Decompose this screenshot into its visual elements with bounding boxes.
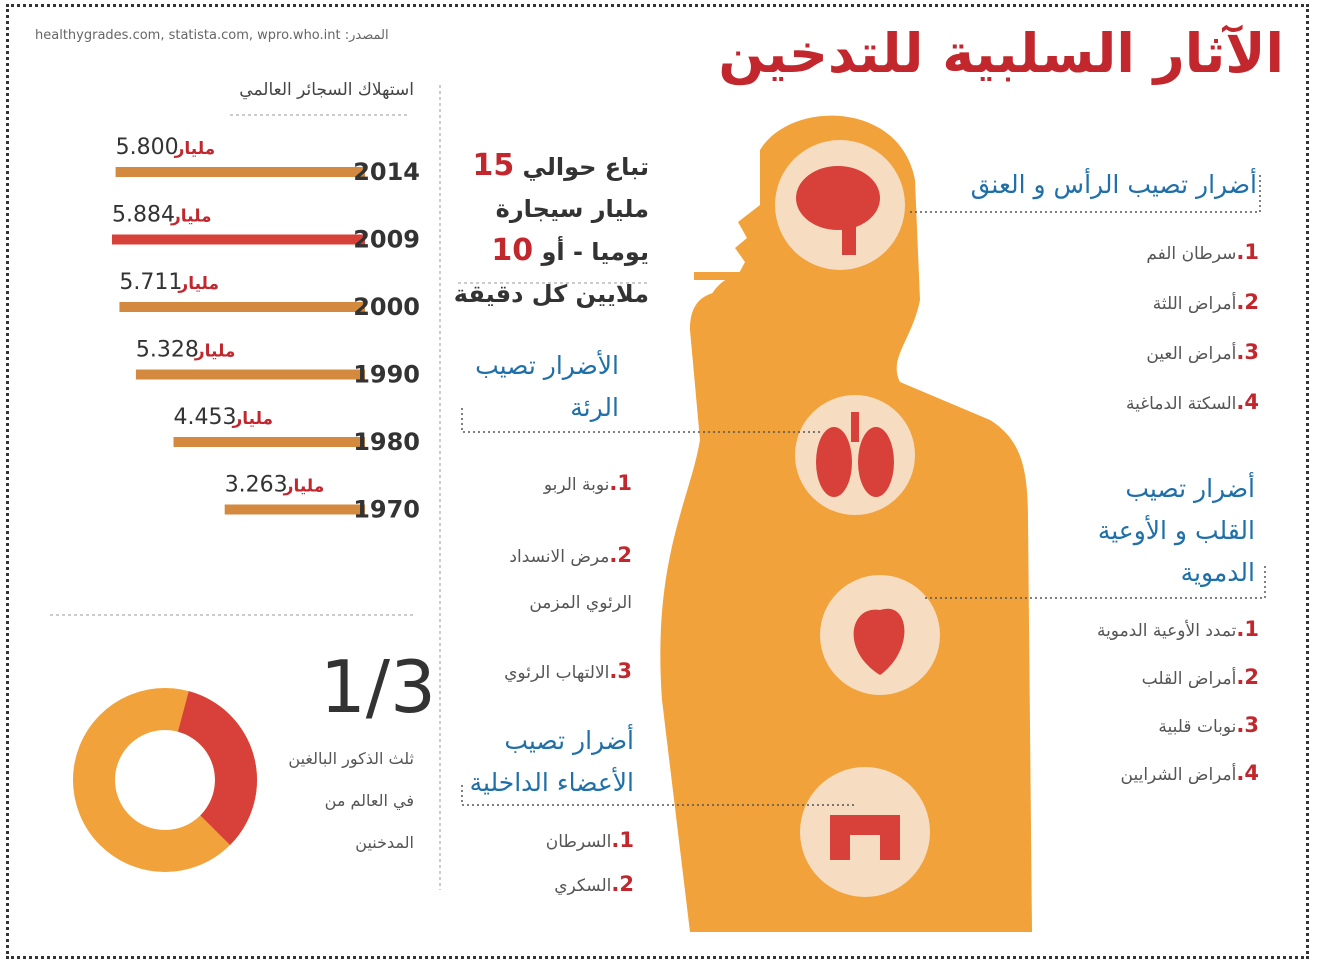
item-text: السكري — [554, 876, 611, 896]
bar — [116, 167, 365, 177]
value-text: 3.263 — [225, 473, 288, 498]
consumption-title: استهلاك السجائر العالمي — [239, 80, 414, 100]
list-item: 2.مرض الانسداد الرئوي المزمن — [482, 532, 632, 626]
item-number: 2. — [1236, 290, 1259, 314]
donut — [94, 691, 257, 851]
list-item: 3.نوبات قلبية — [1158, 713, 1259, 737]
trachea — [851, 412, 859, 442]
value-text: 5.884 — [112, 203, 175, 228]
item-text: أمراض الشرايين — [1121, 765, 1237, 785]
donut-segment — [178, 691, 257, 845]
list-item: 1.نوبة الربو — [482, 460, 632, 508]
item-text: تمدد الأوعية الدموية — [1097, 621, 1236, 641]
list-item: 3.الالتهاب الرئوي — [482, 648, 632, 696]
value-label: مليار5.328 — [136, 338, 236, 363]
value-text: 5.800 — [116, 135, 179, 160]
bar — [225, 505, 365, 515]
list-item: 2.أمراض اللثة — [1153, 290, 1259, 314]
bar — [112, 235, 365, 245]
item-number: 1. — [1236, 617, 1259, 641]
unit-label: مليار — [174, 139, 216, 159]
bar — [119, 302, 365, 312]
item-number: 2. — [1236, 665, 1259, 689]
cigarette — [694, 272, 756, 280]
value-label: مليار3.263 — [225, 473, 325, 498]
section-title: الأضرار تصيب الرئة — [449, 345, 619, 429]
sales-note: تباع حوالي 15 مليار سيجارة يوميا - أو 10… — [449, 145, 649, 315]
item-number: 2. — [611, 872, 634, 896]
unit-label: مليار — [232, 409, 274, 429]
stat-fraction: 1/3 — [320, 645, 436, 729]
lung-right — [858, 427, 894, 497]
year-label: 2000 — [353, 293, 420, 321]
bar — [174, 437, 365, 447]
section-title: أضرار تصيب الرأس و العنق — [937, 164, 1257, 206]
year-label: 2009 — [353, 226, 420, 254]
value-text: 4.453 — [174, 405, 237, 430]
list-item: 1.السرطان — [546, 828, 634, 852]
list-item: 1.سرطان الفم — [1146, 240, 1259, 264]
item-text: نوبات قلبية — [1158, 717, 1236, 737]
source: المصدر: healthygrades.com, statista.com,… — [35, 28, 389, 43]
section-title: أضرار تصيب الأعضاء الداخلية — [444, 720, 634, 804]
consumption-chart: 2014مليار5.8002009مليار5.8842000مليار5.7… — [112, 135, 420, 524]
list-item: 3.أمراض العين — [1146, 340, 1259, 364]
hand — [702, 275, 782, 385]
item-number: 4. — [1236, 761, 1259, 785]
item-text: نوبة الربو — [544, 475, 610, 495]
item-number: 3. — [1236, 340, 1259, 364]
list-item: 1.تمدد الأوعية الدموية — [1097, 617, 1259, 641]
lung-left — [816, 427, 852, 497]
value-label: مليار5.800 — [116, 135, 216, 160]
item-text: السرطان — [546, 832, 612, 852]
item-text: الالتهاب الرئوي — [504, 663, 609, 683]
year-label: 1990 — [353, 361, 420, 389]
page: 2014مليار5.8002009مليار5.8842000مليار5.7… — [0, 0, 1319, 967]
value-text: 5.711 — [119, 270, 182, 295]
item-number: 3. — [609, 659, 632, 683]
stat-text: ثلث الذكور البالغين في العالم من المدخني… — [264, 738, 414, 864]
year-label: 1970 — [353, 496, 420, 524]
list-item: 2.السكري — [554, 872, 634, 896]
item-text: سرطان الفم — [1146, 244, 1236, 264]
note-text: ملايين كل دقيقة — [454, 280, 649, 308]
unit-label: مليار — [170, 207, 212, 227]
list-item: 2.أمراض القلب — [1142, 665, 1259, 689]
value-label: مليار5.884 — [112, 203, 212, 228]
brain-stem — [842, 220, 856, 255]
note-number: 10 — [491, 233, 533, 268]
item-text: السكتة الدماغية — [1126, 394, 1236, 414]
item-text: أمراض اللثة — [1153, 294, 1237, 314]
item-number: 4. — [1236, 390, 1259, 414]
unit-label: مليار — [194, 342, 236, 362]
item-number: 1. — [611, 828, 634, 852]
year-label: 2014 — [353, 158, 420, 186]
list-item: 4.السكتة الدماغية — [1126, 390, 1259, 414]
unit-label: مليار — [177, 274, 219, 294]
value-label: مليار4.453 — [174, 405, 274, 430]
title: الآثار السلبية للتدخين — [718, 22, 1284, 85]
year-label: 1980 — [353, 428, 420, 456]
unit-label: مليار — [283, 477, 325, 497]
note-number: 15 — [472, 148, 514, 183]
item-text: أمراض العين — [1146, 344, 1236, 364]
brain — [796, 166, 880, 230]
item-text: أمراض القلب — [1142, 669, 1237, 689]
bar — [136, 370, 365, 380]
value-text: 5.328 — [136, 338, 199, 363]
list-item: 4.أمراض الشرايين — [1121, 761, 1259, 785]
value-label: مليار5.711 — [119, 270, 219, 295]
item-number: 1. — [609, 471, 632, 495]
item-number: 2. — [609, 543, 632, 567]
note-text: تباع حوالي — [514, 153, 649, 181]
item-number: 3. — [1236, 713, 1259, 737]
item-number: 1. — [1236, 240, 1259, 264]
section-title: أضرار تصيب القلب و الأوعية الدموية — [1075, 468, 1255, 594]
